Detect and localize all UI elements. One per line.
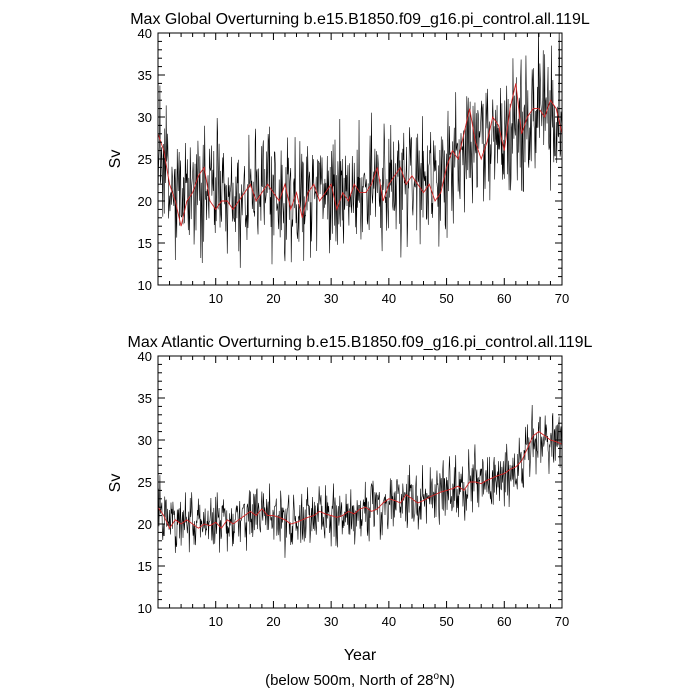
x-tick-label: 30 — [324, 291, 338, 306]
y-tick-label: 25 — [138, 152, 152, 167]
x-axis-label: Year — [344, 647, 377, 664]
x-tick-label: 10 — [208, 614, 222, 629]
y-tick-label: 40 — [138, 26, 152, 41]
y-tick-label: 40 — [138, 349, 152, 364]
x-tick-label: 50 — [439, 291, 453, 306]
x-tick-label: 10 — [208, 291, 222, 306]
y-tick-label: 35 — [138, 68, 152, 83]
x-tick-label: 70 — [555, 614, 569, 629]
footer-degree: o — [434, 671, 440, 682]
x-tick-label: 30 — [324, 614, 338, 629]
x-tick-label: 40 — [382, 291, 396, 306]
atlantic-chart-title: Max Atlantic Overturning b.e15.B1850.f09… — [128, 334, 593, 351]
footer-note: (below 500m, North of 28oN) — [265, 671, 455, 689]
atlantic-monthly-series-line — [158, 404, 562, 558]
global-chart-title: Max Global Overturning b.e15.B1850.f09_g… — [130, 11, 590, 28]
global-monthly-series-line — [158, 33, 562, 268]
global-plot-area: 10 20 30 40 50 60 70 10 15 20 25 30 35 40 — [138, 26, 570, 306]
atlantic-overturning-panel: Max Atlantic Overturning b.e15.B1850.f09… — [107, 334, 593, 664]
y-tick-label: 15 — [138, 559, 152, 574]
global-overturning-panel: Max Global Overturning b.e15.B1850.f09_g… — [107, 11, 590, 306]
y-tick-label: 25 — [138, 475, 152, 490]
x-tick-label: 50 — [439, 614, 453, 629]
global-y-axis-label: Sv — [107, 150, 124, 169]
y-tick-label: 30 — [138, 433, 152, 448]
atlantic-y-axis-label: Sv — [107, 474, 124, 493]
x-tick-label: 40 — [382, 614, 396, 629]
y-tick-label: 30 — [138, 110, 152, 125]
footer-suffix: N) — [439, 672, 455, 689]
x-tick-label: 60 — [497, 291, 511, 306]
y-tick-label: 10 — [138, 278, 152, 293]
y-tick-label: 35 — [138, 391, 152, 406]
y-tick-label: 20 — [138, 194, 152, 209]
x-tick-label: 60 — [497, 614, 511, 629]
x-tick-label: 70 — [555, 291, 569, 306]
atlantic-annual-mean-line — [158, 431, 562, 530]
x-tick-label: 20 — [266, 291, 280, 306]
footer-prefix: (below 500m, North of 28 — [265, 672, 433, 689]
global-annual-mean-line — [158, 83, 562, 227]
y-tick-label: 15 — [138, 236, 152, 251]
x-tick-label: 20 — [266, 614, 280, 629]
atlantic-plot-area: 10 20 30 40 50 60 70 10 15 20 25 30 35 40 — [138, 349, 570, 629]
y-tick-label: 20 — [138, 517, 152, 532]
y-tick-label: 10 — [138, 601, 152, 616]
